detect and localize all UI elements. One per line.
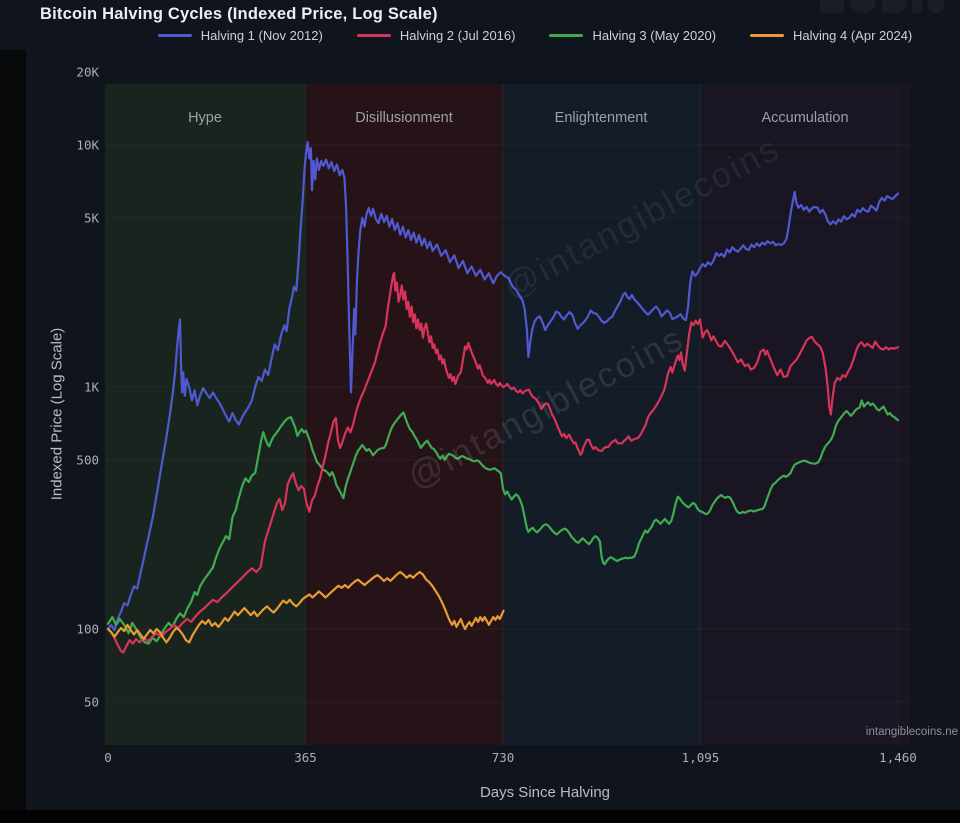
x-tick-0: 0 bbox=[104, 750, 112, 765]
phase-label-disillusionment: Disillusionment bbox=[355, 110, 453, 126]
x-axis-title: Days Since Halving bbox=[479, 784, 611, 801]
y-tick-100: 100 bbox=[76, 622, 99, 637]
y-tick-1K: 1K bbox=[84, 380, 100, 395]
left-edge-strip bbox=[0, 50, 26, 810]
y-tick-5K: 5K bbox=[84, 210, 100, 225]
phase-band-hype bbox=[105, 84, 306, 745]
x-tick-1,095: 1,095 bbox=[682, 750, 720, 765]
cropped-logo bbox=[820, 0, 950, 21]
page-title: Bitcoin Halving Cycles (Indexed Price, L… bbox=[40, 5, 438, 23]
legend: Halving 1 (Nov 2012) Halving 2 (Jul 2016… bbox=[110, 28, 960, 43]
phase-band-enlightenment bbox=[503, 84, 701, 745]
series-line-1 bbox=[106, 140, 900, 632]
phase-label-accumulation: Accumulation bbox=[761, 110, 849, 126]
phase-label-enlightenment: Enlightenment bbox=[554, 110, 648, 126]
legend-label: Halving 2 (Jul 2016) bbox=[399, 28, 516, 43]
legend-item-halving1[interactable]: Halving 1 (Nov 2012) bbox=[157, 28, 323, 43]
series-line-3 bbox=[106, 399, 900, 645]
legend-item-halving3[interactable]: Halving 3 (May 2020) bbox=[549, 28, 716, 43]
bottom-edge-strip bbox=[0, 810, 960, 823]
legend-label: Halving 3 (May 2020) bbox=[592, 28, 717, 43]
legend-label: Halving 4 (Apr 2024) bbox=[793, 28, 913, 43]
y-tick-50: 50 bbox=[84, 694, 99, 709]
series-line-4 bbox=[106, 570, 505, 644]
halving2-line-swatch bbox=[356, 33, 391, 38]
halving4-line-swatch bbox=[750, 33, 785, 38]
legend-label: Halving 1 (Nov 2012) bbox=[200, 28, 323, 43]
y-tick-500: 500 bbox=[76, 452, 99, 467]
legend-item-halving2[interactable]: Halving 2 (Jul 2016) bbox=[356, 28, 516, 43]
halving1-line-swatch bbox=[157, 33, 192, 38]
x-tick-730: 730 bbox=[492, 750, 515, 765]
legend-item-halving4[interactable]: Halving 4 (Apr 2024) bbox=[750, 28, 912, 43]
y-tick-20K: 20K bbox=[76, 65, 99, 80]
halving3-line-swatch bbox=[549, 33, 584, 38]
y-tick-10K: 10K bbox=[76, 138, 99, 153]
series-line-2 bbox=[106, 271, 900, 654]
x-tick-365: 365 bbox=[294, 750, 317, 765]
x-tick-1,460: 1,460 bbox=[879, 750, 917, 765]
credit-link[interactable]: intangiblecoins.ne bbox=[865, 726, 958, 738]
phase-label-hype: Hype bbox=[188, 110, 222, 126]
y-axis-title: Indexed Price (Log Scale) bbox=[48, 327, 66, 501]
phase-band-accumulation bbox=[700, 84, 910, 745]
